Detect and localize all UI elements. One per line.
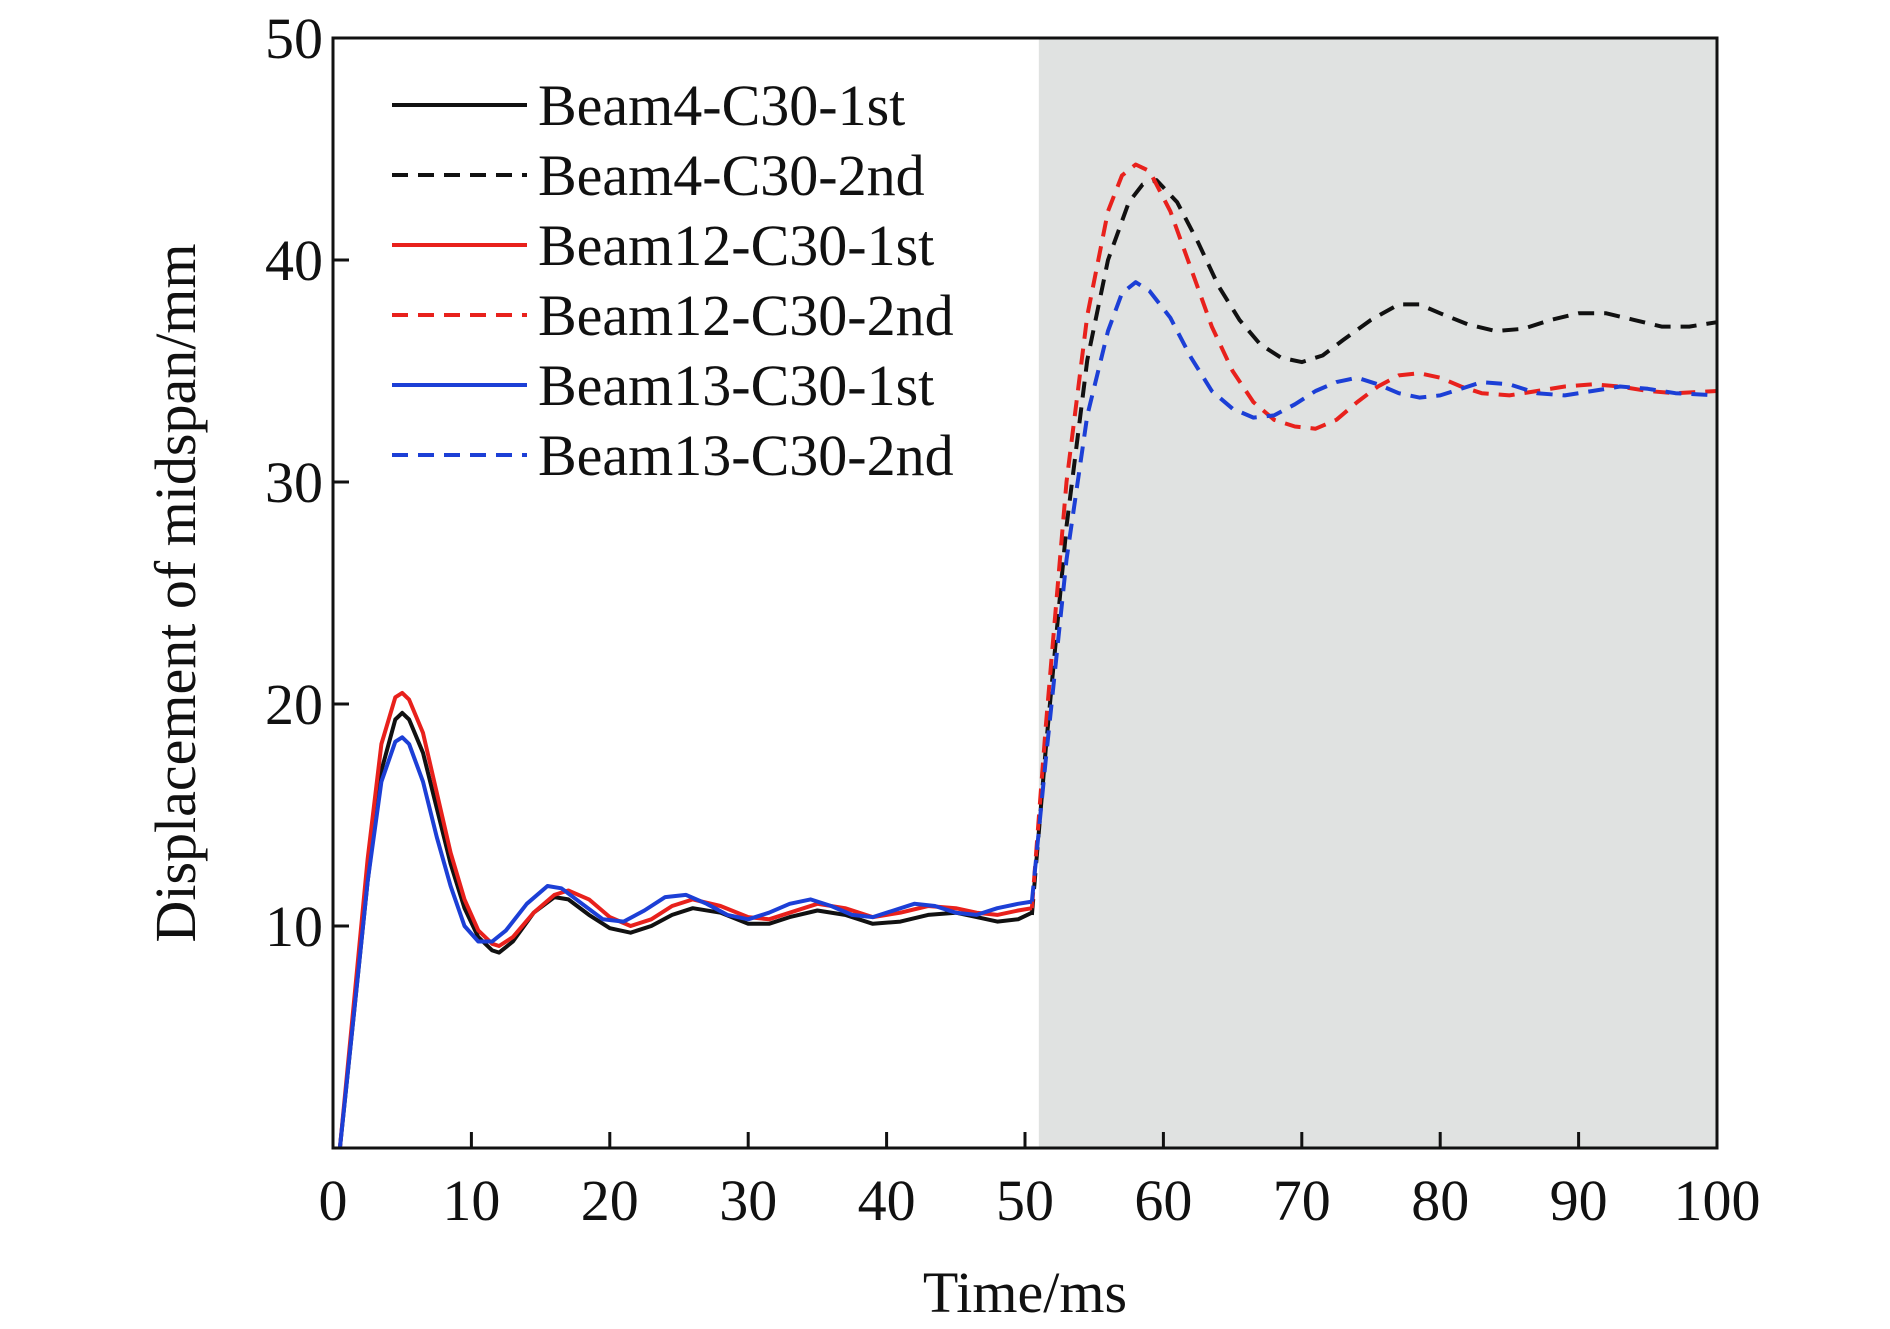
x-tick-label: 80 [1411, 1168, 1469, 1233]
x-tick-label: 90 [1550, 1168, 1608, 1233]
x-tick-label: 0 [319, 1168, 348, 1233]
x-axis-title: Time/ms [923, 1260, 1127, 1325]
series-line-1 [337, 710, 1033, 1149]
legend-label: Beam13-C30-2nd [538, 423, 954, 488]
y-axis-title: Displacement of midspan/mm [143, 243, 208, 942]
x-tick-label: 30 [719, 1168, 777, 1233]
y-tick-label: 40 [265, 228, 323, 293]
legend-label: Beam4-C30-2nd [538, 143, 925, 208]
series-layer [337, 162, 1718, 1149]
legend: Beam4-C30-1stBeam4-C30-2ndBeam12-C30-1st… [392, 73, 954, 488]
legend-label: Beam4-C30-1st [538, 73, 905, 138]
y-tick-label: 30 [265, 450, 323, 515]
shaded-region [1038, 38, 1717, 1148]
x-tick-label: 60 [1134, 1168, 1192, 1233]
legend-label: Beam12-C30-2nd [538, 283, 954, 348]
legend-label: Beam12-C30-1st [538, 213, 934, 278]
x-tick-label: 70 [1273, 1168, 1331, 1233]
ticks-layer: 0 10 20 30 40 50 60 70 80 90 100 10 20 30 40 50 [265, 6, 1761, 1233]
y-tick-label: 10 [265, 894, 323, 959]
y-tick-label: 20 [265, 672, 323, 737]
y-tick-label: 50 [265, 6, 323, 71]
series-line-6 [1029, 280, 1718, 902]
legend-label: Beam13-C30-1st [538, 353, 934, 418]
x-tick-label: 10 [442, 1168, 500, 1233]
x-tick-label: 20 [581, 1168, 639, 1233]
series-line-3 [337, 690, 1033, 1149]
x-tick-label: 40 [858, 1168, 916, 1233]
series-line-2 [1029, 178, 1718, 916]
series-line-4 [1029, 162, 1718, 909]
x-tick-label: 100 [1674, 1168, 1761, 1233]
series-line-5 [337, 735, 1033, 1149]
x-tick-label: 50 [996, 1168, 1054, 1233]
